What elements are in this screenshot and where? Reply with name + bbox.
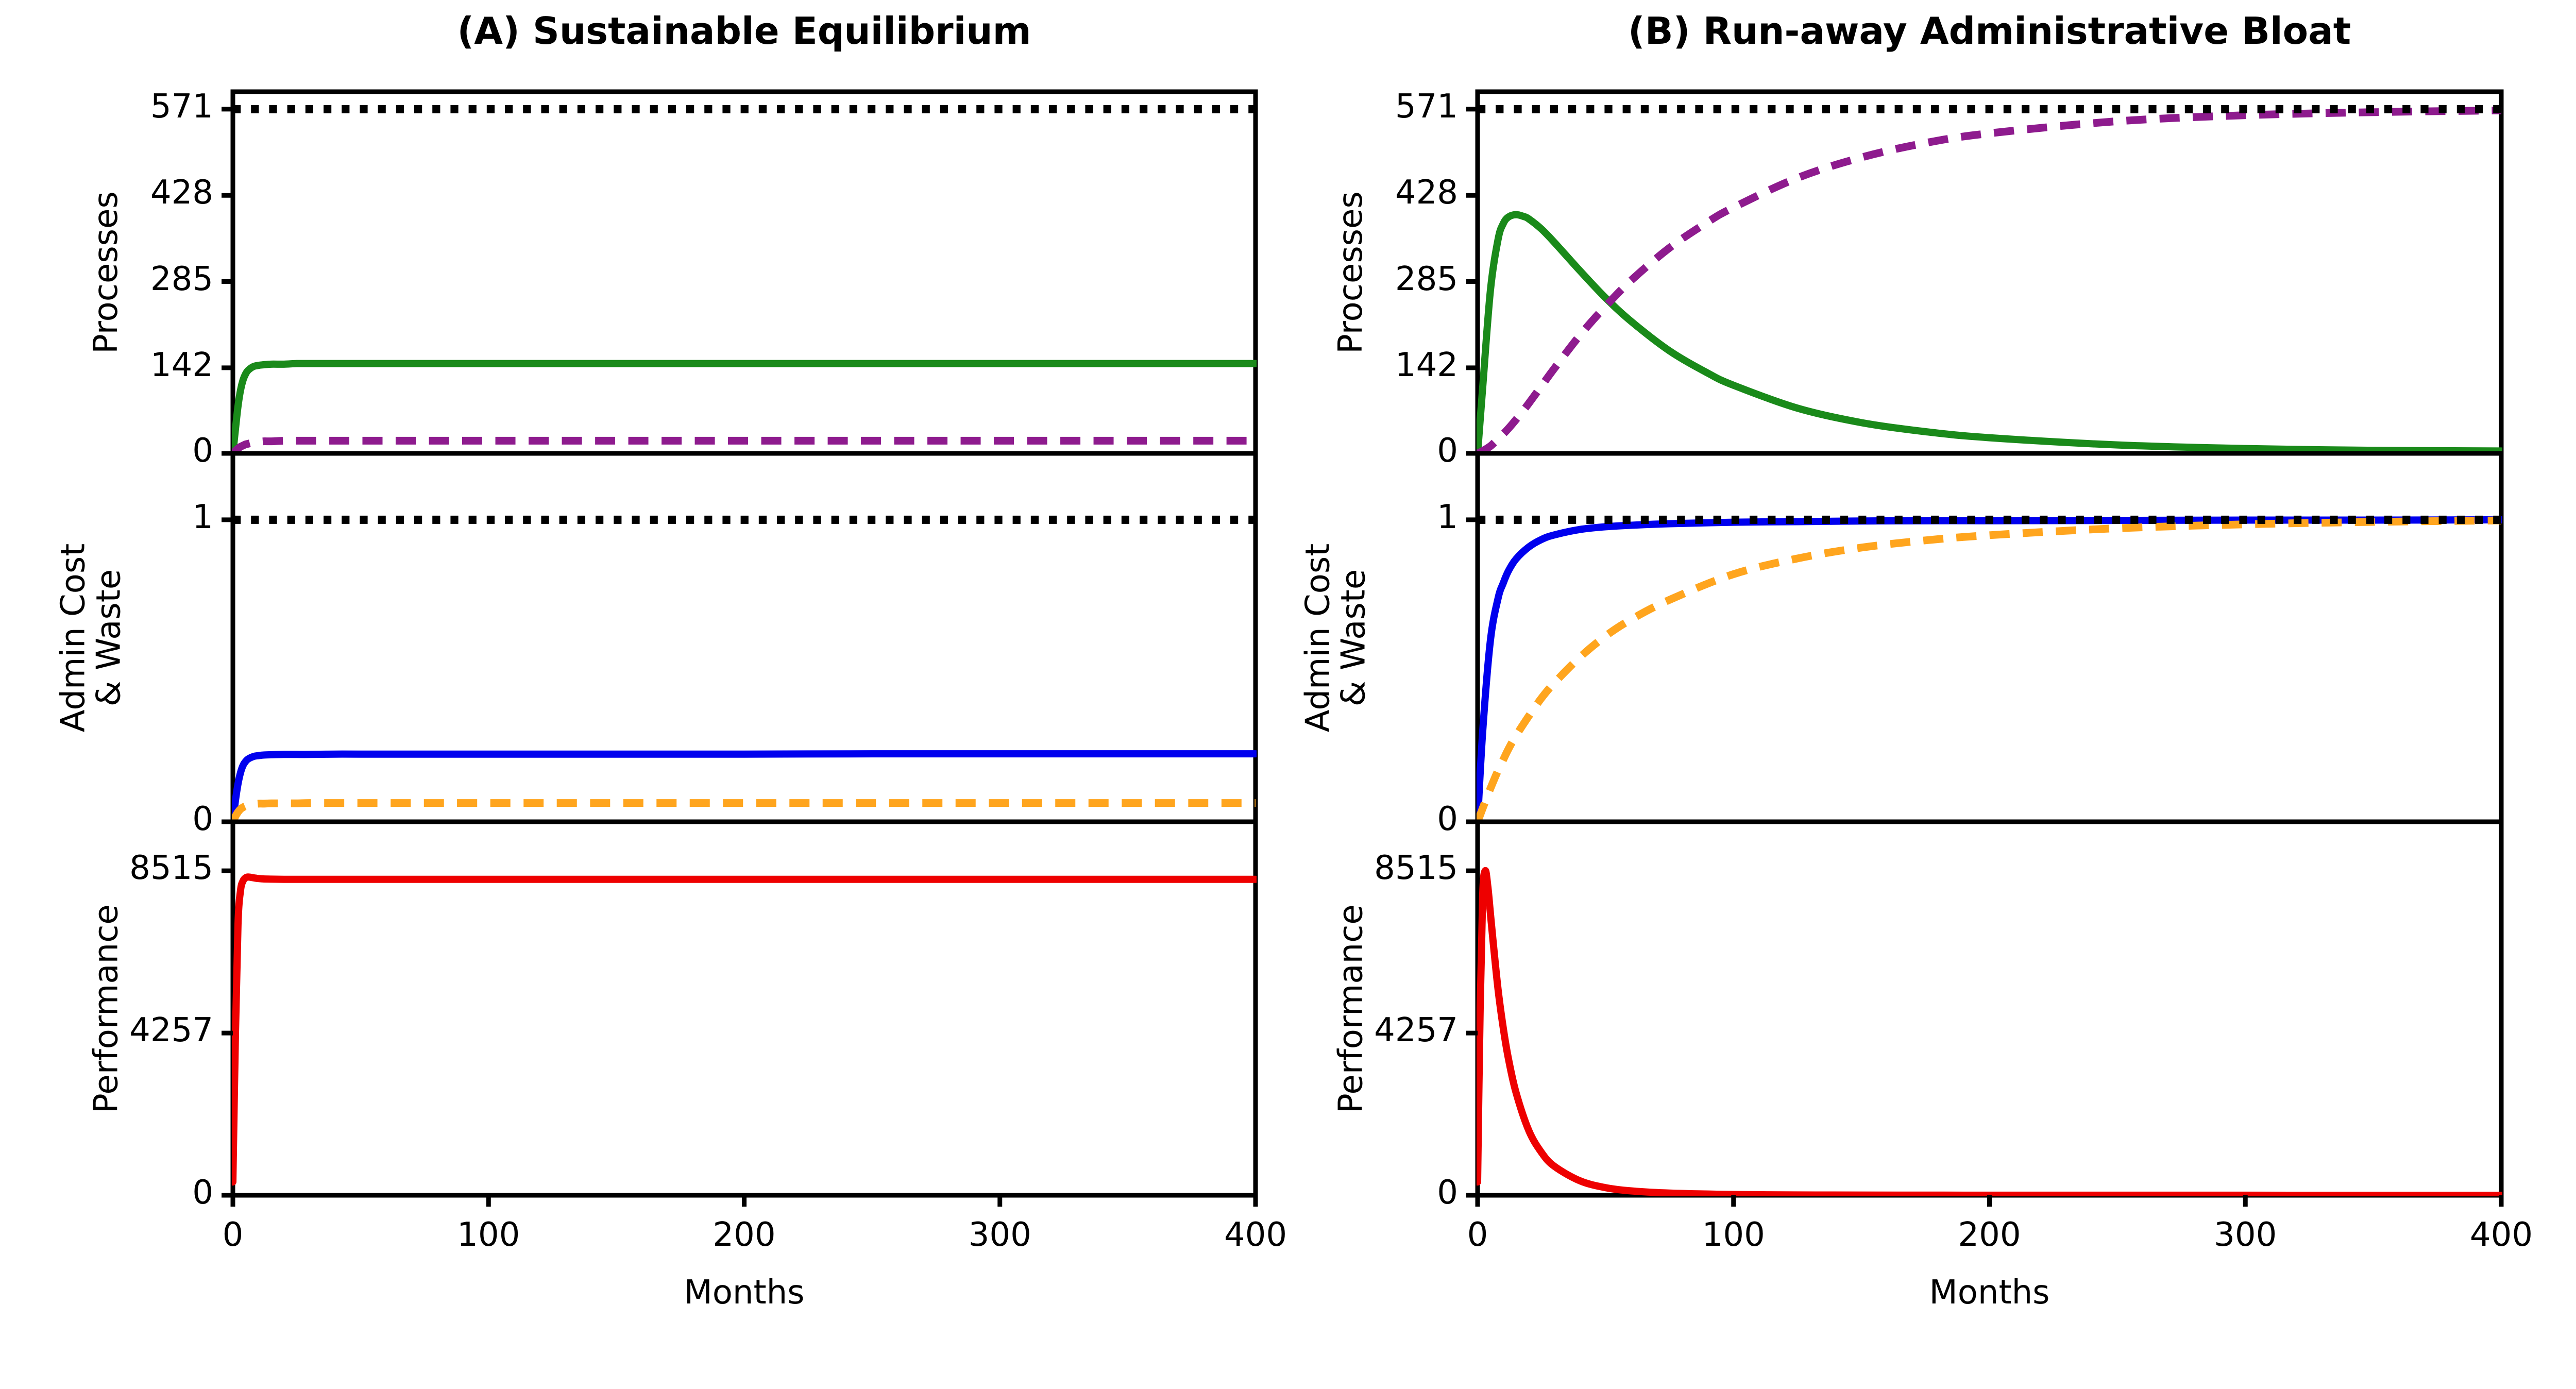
subplot-b-row1 [1466, 451, 2504, 824]
subplot-b-row2 [1466, 819, 2504, 1207]
series-line [232, 436, 1256, 454]
x-tick-label: 100 [457, 1216, 520, 1254]
y-tick-label: 0 [192, 800, 213, 838]
series-line [232, 360, 1257, 454]
y-tick-label: 0 [192, 1174, 213, 1212]
series-line [1477, 516, 2502, 823]
x-tick-label: 200 [713, 1216, 776, 1254]
y-tick-label: 1 [192, 498, 213, 536]
subplot-a-row2 [222, 819, 1258, 1207]
y-tick-label: 285 [150, 260, 213, 298]
y-tick-label: 1 [1437, 498, 1458, 536]
panel-title-b: (B) Run-away Administrative Bloat [1628, 9, 2351, 53]
x-tick-label: 300 [968, 1216, 1031, 1254]
y-tick-label: 4257 [1374, 1011, 1458, 1050]
x-axis-label: Months [1929, 1274, 2050, 1312]
y-tick-label: 571 [150, 87, 213, 126]
y-tick-label: 4257 [129, 1011, 213, 1050]
series-line [1477, 211, 2502, 454]
x-tick-label: 400 [1224, 1216, 1287, 1254]
series-line [232, 873, 1257, 1186]
x-tick-label: 0 [1467, 1216, 1488, 1254]
series-line [232, 750, 1257, 823]
series-line [232, 799, 1256, 823]
y-tick-label: 285 [1395, 260, 1458, 298]
x-tick-label: 200 [1958, 1216, 2021, 1254]
y-tick-label: 428 [150, 174, 213, 212]
x-tick-label: 100 [1702, 1216, 1765, 1254]
y-tick-label: 428 [1395, 174, 1458, 212]
x-tick-label: 300 [2214, 1216, 2277, 1254]
y-tick-label: 8515 [129, 849, 213, 888]
panel-title-a: (A) Sustainable Equilibrium [457, 9, 1031, 53]
y-tick-label: 0 [1437, 432, 1458, 470]
y-tick-label: 0 [192, 432, 213, 470]
y-tick-label: 142 [150, 346, 213, 384]
y-tick-label: 8515 [1374, 849, 1458, 888]
series-line [1477, 867, 2502, 1196]
x-tick-label: 400 [2469, 1216, 2533, 1254]
series-line [1477, 516, 2502, 823]
y-tick-label: 0 [1437, 800, 1458, 838]
x-tick-label: 0 [222, 1216, 244, 1254]
y-tick-label: 571 [1395, 87, 1458, 126]
x-axis-label: Months [684, 1274, 805, 1312]
series-line [1477, 106, 2502, 454]
y-tick-label: 0 [1437, 1174, 1458, 1212]
y-tick-label: 142 [1395, 346, 1458, 384]
subplot-b-row0 [1466, 89, 2504, 456]
